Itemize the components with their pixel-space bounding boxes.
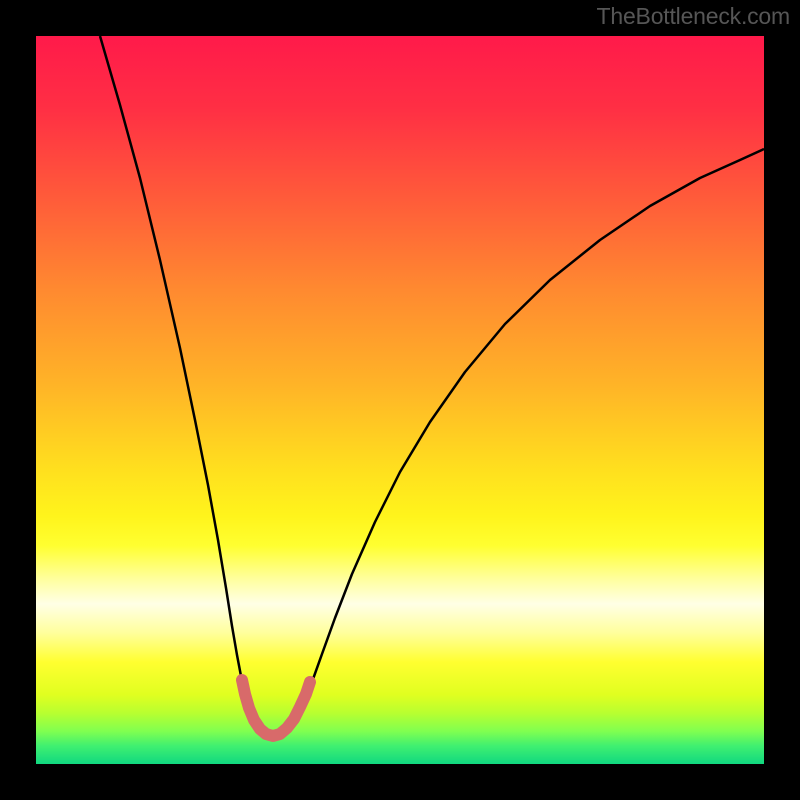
chart-container: TheBottleneck.com xyxy=(0,0,800,800)
attribution-label: TheBottleneck.com xyxy=(597,3,790,30)
plot-background xyxy=(36,36,764,764)
bottleneck-chart xyxy=(0,0,800,800)
